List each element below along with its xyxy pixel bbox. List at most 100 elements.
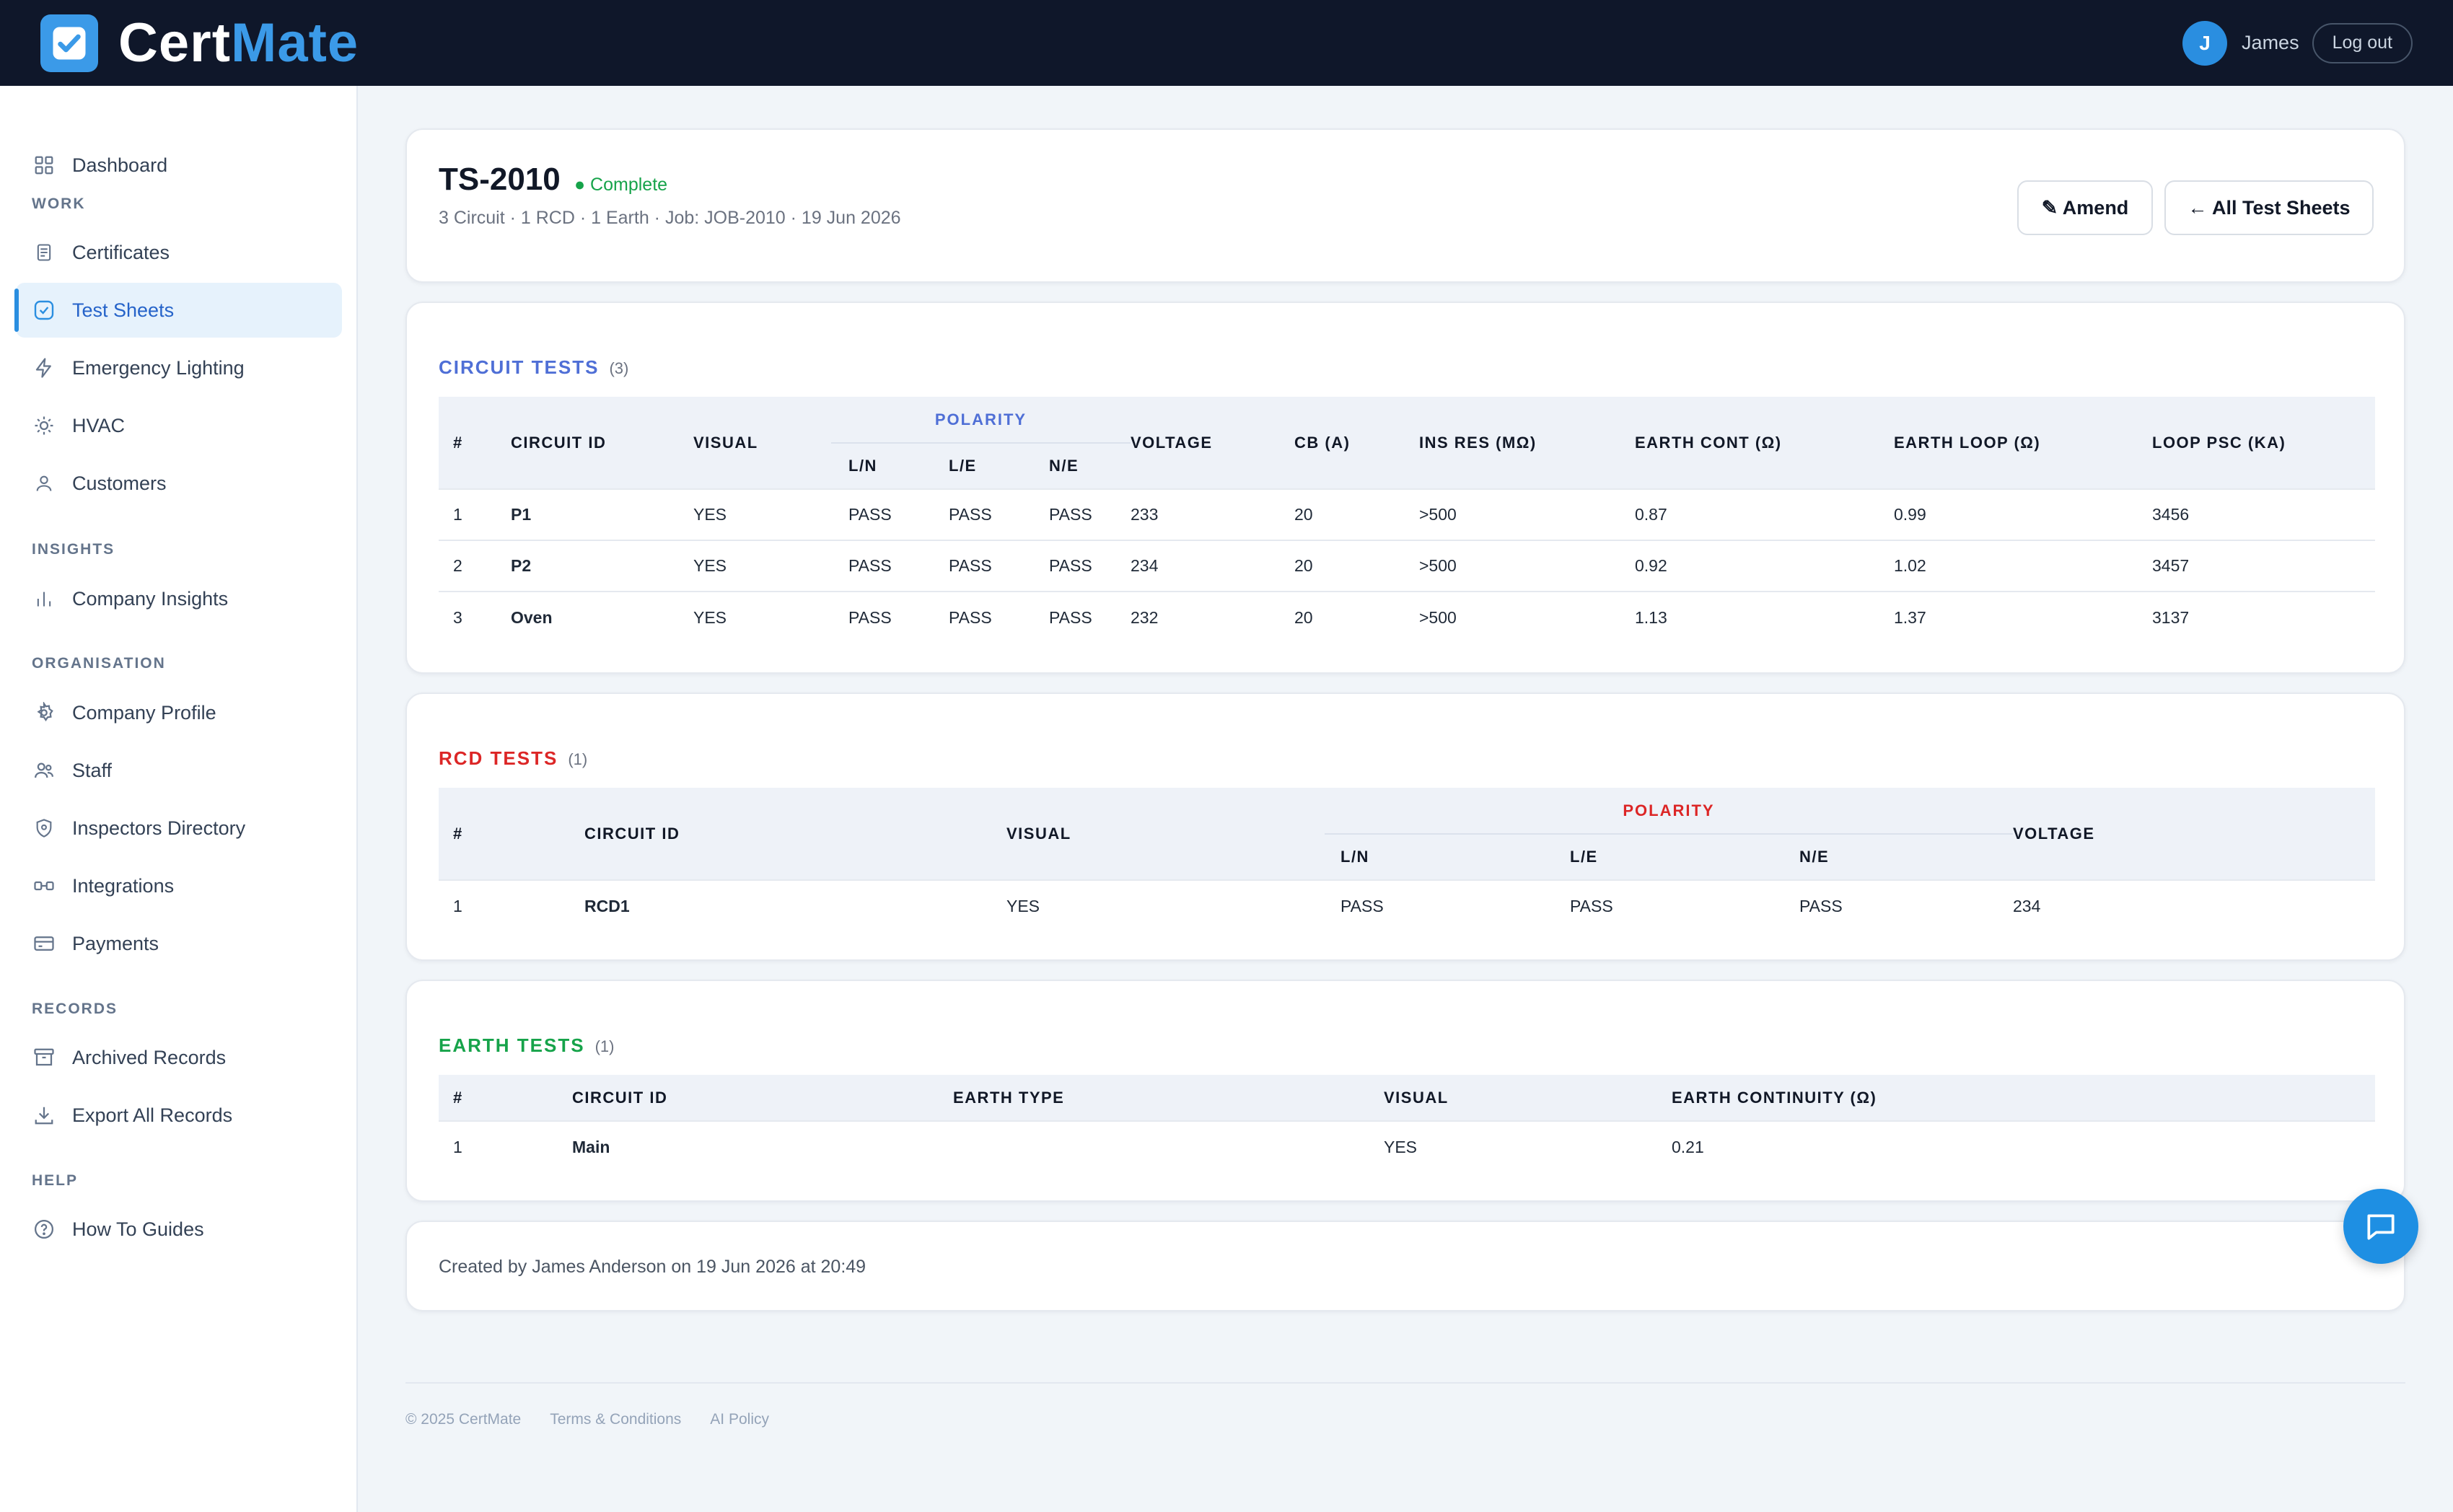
sidebar-item-hvac[interactable]: HVAC [16,398,342,453]
sidebar-item-archived-records[interactable]: Archived Records [16,1030,342,1085]
col-circuit-id: CIRCUIT ID [572,1075,953,1121]
logout-button[interactable]: Log out [2312,22,2413,63]
sidebar-item-payments[interactable]: Payments [16,916,342,971]
cell-voltage: 233 [1131,488,1294,540]
archive-icon [32,1045,56,1070]
sidebar-item-label: Test Sheets [72,299,175,321]
sidebar-item-label: Inspectors Directory [72,817,246,839]
circuit-tests-title-text: CIRCUIT TESTS [439,356,600,378]
col-ne: N/E [1783,834,2013,880]
help-circle-icon [32,1217,56,1241]
sidebar-item-label: Integrations [72,874,175,897]
footer: © 2025 CertMate Terms & Conditions AI Po… [405,1411,769,1428]
cell-circuit-id: P1 [511,488,693,540]
section-label-help: HELP [32,1172,79,1189]
cell-ins-res: >500 [1419,591,1635,643]
cell-loop-psc: 3456 [2152,488,2375,540]
cell-ne: PASS [1032,488,1131,540]
cell-visual: YES [693,540,831,592]
sun-icon [32,413,56,438]
col-visual: VISUAL [693,397,831,489]
sidebar-item-how-to-guides[interactable]: How To Guides [16,1202,342,1257]
table-row: 3 Oven YES PASS PASS PASS 232 20 >500 1.… [439,591,2375,643]
col-visual: VISUAL [1384,1075,1672,1121]
sidebar-item-inspectors-directory[interactable]: Inspectors Directory [16,801,342,856]
earth-tests-card: EARTH TESTS (1) # CIRCUIT ID EARTH TYPE V… [405,980,2405,1202]
sidebar-item-integrations[interactable]: Integrations [16,858,342,913]
cell-circuit-id: Oven [511,591,693,643]
footer-ai-policy-link[interactable]: AI Policy [710,1411,769,1428]
sidebar-item-emergency-lighting[interactable]: Emergency Lighting [16,340,342,395]
cell-earth-cont: 1.13 [1635,591,1894,643]
circuit-tests-title: CIRCUIT TESTS (3) [439,356,628,379]
brand-part-2: Mate [231,12,359,74]
sidebar-item-label: Export All Records [72,1104,233,1126]
col-earth-continuity: EARTH CONTINUITY (Ω) [1672,1075,2375,1121]
top-bar: CertMate J James Log out [0,0,2453,86]
circuit-tests-table: # CIRCUIT ID VISUAL POLARITY VOLTAGE CB … [439,397,2375,643]
section-label-insights: INSIGHTS [32,541,115,558]
rcd-tests-title-text: RCD TESTS [439,747,558,769]
col-polarity: POLARITY [831,397,1131,444]
user-name: James [2242,32,2299,53]
grid-icon [32,153,56,177]
amend-button[interactable]: ✎ Amend [2017,180,2153,235]
section-label-records: RECORDS [32,1001,118,1017]
sidebar-item-label: Staff [72,759,113,781]
footer-terms-link[interactable]: Terms & Conditions [550,1411,682,1428]
earth-tests-title: EARTH TESTS (1) [439,1034,614,1057]
sidebar-item-dashboard[interactable]: Dashboard [16,138,342,193]
page-subtitle: 3 Circuit · 1 RCD · 1 Earth · Job: JOB-2… [439,208,901,228]
sidebar-item-test-sheets[interactable]: Test Sheets [14,283,342,338]
brand-part-1: Cert [118,12,232,74]
sidebar-item-label: Company Insights [72,587,229,610]
sidebar-item-export-all-records[interactable]: Export All Records [16,1088,342,1143]
sidebar-item-company-insights[interactable]: Company Insights [16,571,342,626]
all-test-sheets-button[interactable]: ← All Test Sheets [2164,180,2374,235]
cell-ne: PASS [1783,879,2013,931]
avatar[interactable]: J [2182,20,2228,66]
sidebar-item-customers[interactable]: Customers [16,456,342,511]
section-label-work: WORK [32,195,86,212]
sidebar-item-label: HVAC [72,414,126,436]
col-voltage: VOLTAGE [2013,788,2375,880]
earth-tests-table: # CIRCUIT ID EARTH TYPE VISUAL EARTH CON… [439,1075,2375,1172]
cell-earth-cont: 0.92 [1635,540,1894,592]
col-circuit-id: CIRCUIT ID [511,397,693,489]
sidebar-item-label: Payments [72,932,159,954]
sidebar-item-staff[interactable]: Staff [16,743,342,798]
cell-le: PASS [931,540,1032,592]
created-by-card: Created by James Anderson on 19 Jun 2026… [405,1221,2405,1311]
cell-cb: 20 [1294,540,1419,592]
footer-copyright: © 2025 CertMate [405,1411,522,1428]
circuit-tests-count: (3) [609,359,629,377]
cell-num: 1 [439,488,511,540]
footer-divider [405,1382,2405,1384]
col-ins-res: INS RES (MΩ) [1419,397,1635,489]
cell-ne: PASS [1032,591,1131,643]
cell-voltage: 232 [1131,591,1294,643]
sidebar-item-certificates[interactable]: Certificates [16,225,342,280]
chat-button[interactable] [2343,1189,2418,1264]
cell-circuit-id: RCD1 [584,879,1006,931]
link-icon [32,874,56,898]
download-icon [32,1103,56,1128]
col-num: # [439,397,511,489]
cell-visual: YES [693,591,831,643]
col-cb: CB (A) [1294,397,1419,489]
cell-cb: 20 [1294,488,1419,540]
cell-loop-psc: 3457 [2152,540,2375,592]
sidebar-item-company-profile[interactable]: Company Profile [16,685,342,740]
chat-icon [2367,1214,2395,1240]
earth-tests-count: (1) [594,1037,615,1055]
cell-le: PASS [1554,879,1783,931]
logo-check-icon[interactable] [40,14,98,72]
table-row: 1 P1 YES PASS PASS PASS 233 20 >500 0.87… [439,488,2375,540]
cell-visual: YES [693,488,831,540]
rcd-tests-card: RCD TESTS (1) # CIRCUIT ID VISUAL POLARIT… [405,693,2405,961]
col-ln: L/N [1325,834,1554,880]
rcd-tests-count: (1) [568,750,588,768]
lightning-icon [32,356,56,380]
col-circuit-id: CIRCUIT ID [584,788,1006,880]
brand-logo[interactable]: CertMate [118,12,359,74]
